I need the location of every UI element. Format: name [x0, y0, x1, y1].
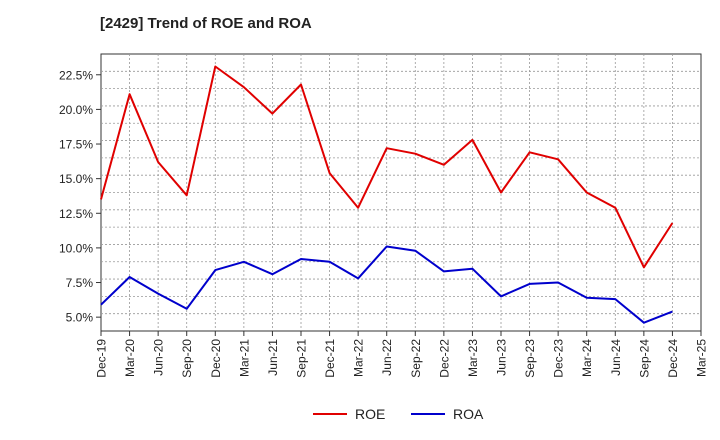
- x-axis-ticks: Dec-19 Mar-20 Jun-20 Sep-20 Dec-20 Mar-21 Jun-…: [95, 331, 709, 378]
- x-tick-label: Jun-21: [266, 339, 280, 376]
- chart-title: [2429] Trend of ROE and ROA: [100, 15, 312, 32]
- x-tick-label: Dec-23: [552, 339, 566, 378]
- x-tick-label: Mar-21: [237, 339, 251, 377]
- legend: ROE ROA: [313, 406, 484, 422]
- x-tick-label: Jun-23: [495, 339, 509, 376]
- x-tick-label: Mar-20: [123, 339, 137, 377]
- grid-lines: [101, 54, 701, 331]
- legend-label-roe: ROE: [355, 406, 385, 422]
- x-tick-label: Dec-24: [666, 339, 680, 378]
- x-tick-label: Jun-20: [152, 339, 166, 376]
- x-tick-label: Dec-19: [95, 339, 109, 378]
- x-tick-label: Sep-20: [180, 339, 194, 378]
- series-lines: [100, 65, 674, 324]
- x-tick-label: Dec-21: [323, 339, 337, 378]
- x-tick-label: Sep-22: [409, 339, 423, 378]
- y-tick-label: 5.0%: [66, 311, 94, 325]
- y-tick-label: 22.5%: [59, 68, 93, 82]
- y-axis-ticks: 5.0% 7.5% 10.0% 12.5% 15.0% 17.5% 20.0% 22.5%: [59, 68, 101, 325]
- x-tick-label: Dec-20: [209, 339, 223, 378]
- x-tick-label: Sep-23: [523, 339, 537, 378]
- x-tick-label: Dec-22: [437, 339, 451, 378]
- y-tick-label: 17.5%: [59, 138, 93, 152]
- x-tick-label: Jun-24: [609, 339, 623, 376]
- y-tick-label: 10.0%: [59, 241, 93, 255]
- series-line-roe: [100, 65, 674, 269]
- y-tick-label: 20.0%: [59, 103, 93, 117]
- x-tick-label: Mar-23: [466, 339, 480, 377]
- legend-label-roa: ROA: [453, 406, 484, 422]
- x-tick-label: Mar-22: [352, 339, 366, 377]
- x-tick-label: Sep-24: [637, 339, 651, 378]
- y-tick-label: 12.5%: [59, 207, 93, 221]
- series-line-roa: [100, 245, 673, 324]
- x-tick-label: Mar-25: [695, 339, 709, 377]
- x-tick-label: Mar-24: [580, 339, 594, 377]
- x-tick-label: Sep-21: [295, 339, 309, 378]
- x-tick-label: Jun-22: [380, 339, 394, 376]
- y-tick-label: 15.0%: [59, 172, 93, 186]
- y-tick-label: 7.5%: [66, 276, 94, 290]
